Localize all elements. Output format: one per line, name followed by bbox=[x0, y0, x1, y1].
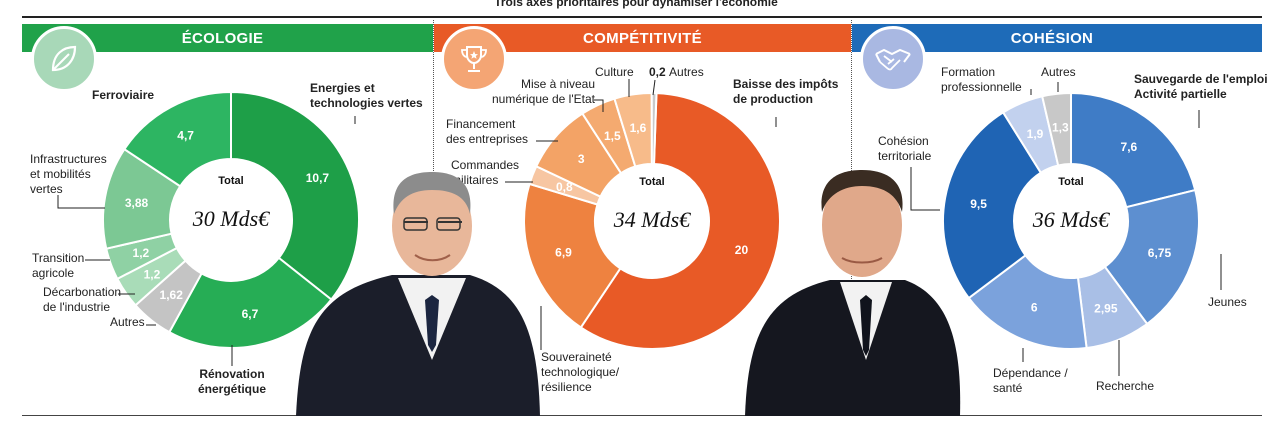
slice-category-label: Jeunes bbox=[1208, 295, 1247, 309]
slice-category-label: Cohésion bbox=[878, 134, 929, 148]
slice-category-label: professionnelle bbox=[941, 80, 1022, 94]
person-left-photo bbox=[296, 172, 540, 416]
slice-value-label: 3,88 bbox=[125, 196, 149, 210]
person-right-photo bbox=[745, 170, 961, 416]
donut-slice bbox=[167, 256, 333, 349]
page-title: Trois axes prioritaires pour dynamiser l… bbox=[494, 0, 778, 9]
slice-category-label: Commandes bbox=[451, 158, 519, 172]
slice-value-label: 4,7 bbox=[177, 128, 194, 142]
slice-small-name: Autres bbox=[669, 65, 704, 79]
slice-category-label: des entreprises bbox=[446, 132, 528, 146]
slice-category-label: énergétique bbox=[198, 382, 266, 396]
ecologie-title: ÉCOLOGIE bbox=[181, 29, 264, 47]
slice-value-label: 1,3 bbox=[1052, 121, 1069, 135]
slice-category-label: Infrastructures bbox=[30, 152, 107, 166]
slice-value-label: 6,7 bbox=[242, 307, 259, 321]
slice-value-label: 3 bbox=[578, 152, 585, 166]
donut-slice bbox=[230, 90, 360, 301]
donut-slice bbox=[967, 253, 1088, 350]
competitivite-header: COMPÉTITIVITÉ bbox=[434, 24, 851, 52]
donut-slice bbox=[122, 90, 232, 188]
leaf-icon bbox=[31, 26, 97, 92]
slice-value-label: 1,2 bbox=[144, 267, 161, 281]
leader-line bbox=[57, 195, 105, 209]
slice-value-label: 1,6 bbox=[630, 121, 647, 135]
leader-line bbox=[594, 99, 604, 112]
bottom-rule bbox=[22, 415, 1262, 416]
slice-category-label: Autres bbox=[110, 315, 145, 329]
slice-category-label: Activité partielle bbox=[1134, 87, 1227, 101]
competitivite-title: COMPÉTITIVITÉ bbox=[583, 29, 702, 47]
slice-value-label: 1,5 bbox=[604, 129, 621, 143]
trophy-icon bbox=[441, 26, 507, 92]
slice-category-label: Formation bbox=[941, 65, 995, 79]
slice-value-label: 1,2 bbox=[133, 246, 150, 260]
slice-value-label: 7,6 bbox=[1121, 140, 1138, 154]
slice-value-label: 10,7 bbox=[306, 171, 330, 185]
donut-slice bbox=[1103, 188, 1200, 326]
leader-line bbox=[652, 79, 656, 96]
slice-category-label: 0,2 Autres bbox=[649, 65, 704, 79]
slice-value-label: 20 bbox=[735, 243, 749, 257]
donut-slice bbox=[942, 111, 1043, 300]
slice-category-label: Transition bbox=[32, 251, 84, 265]
slice-value-label: 1,9 bbox=[1027, 127, 1044, 141]
slice-category-label: agricole bbox=[32, 266, 74, 280]
slice-category-label: Sauvegarde de l'emploi bbox=[1134, 72, 1268, 86]
handshake-icon bbox=[860, 26, 926, 92]
slice-value-label: 2,95 bbox=[1094, 301, 1118, 315]
slice-category-label: Décarbonation bbox=[43, 285, 121, 299]
total-label: Total bbox=[639, 176, 664, 188]
slice-category-label: Mise à niveau bbox=[521, 77, 595, 91]
slice-category-label: technologique/ bbox=[541, 365, 620, 379]
slice-category-label: technologies vertes bbox=[310, 96, 423, 110]
slice-category-label: santé bbox=[993, 381, 1023, 395]
slice-category-label: Financement bbox=[446, 117, 516, 131]
slice-value-label: 0,8 bbox=[556, 180, 573, 194]
slice-category-label: Autres bbox=[1041, 65, 1076, 79]
slice-category-label: Baisse des impôts bbox=[733, 77, 839, 91]
donut-slice bbox=[523, 182, 622, 329]
slice-category-label: Ferroviaire bbox=[92, 88, 154, 102]
total-value: 36 Mds€ bbox=[1032, 207, 1110, 232]
slice-category-label: Energies et bbox=[310, 81, 375, 95]
slice-category-label: de l'industrie bbox=[43, 300, 110, 314]
leader-line bbox=[910, 167, 940, 211]
slice-category-label: territoriale bbox=[878, 149, 932, 163]
total-label: Total bbox=[218, 175, 243, 187]
donut-slice bbox=[1041, 91, 1072, 167]
slice-value-label: 6,9 bbox=[555, 246, 572, 260]
total-value: 30 Mds€ bbox=[192, 206, 270, 231]
slice-value-label: 1,62 bbox=[160, 288, 184, 302]
slice-value-label: 6 bbox=[1031, 301, 1038, 315]
slice-value-label: 6,75 bbox=[1148, 246, 1172, 260]
slice-category-label: et mobilités bbox=[30, 167, 91, 181]
slice-category-label: numérique de l'Etat bbox=[492, 92, 596, 106]
slice-small-value: 0,2 bbox=[649, 65, 669, 79]
cohesion-title: COHÉSION bbox=[1010, 29, 1094, 47]
slice-category-label: Culture bbox=[595, 65, 634, 79]
donut-slice bbox=[1070, 91, 1197, 209]
slice-category-label: Souveraineté bbox=[541, 350, 612, 364]
slice-category-label: de production bbox=[733, 92, 813, 106]
slice-category-label: Recherche bbox=[1096, 379, 1154, 393]
slice-value-label: 9,5 bbox=[970, 197, 987, 211]
slice-category-label: résilience bbox=[541, 380, 592, 394]
top-rule bbox=[22, 16, 1262, 18]
slice-category-label: vertes bbox=[30, 182, 63, 196]
slice-category-label: Rénovation bbox=[199, 367, 264, 381]
total-value: 34 Mds€ bbox=[613, 207, 691, 232]
donut-slice bbox=[579, 92, 781, 350]
total-label: Total bbox=[1058, 176, 1083, 188]
slice-category-label: Dépendance / bbox=[993, 366, 1068, 380]
